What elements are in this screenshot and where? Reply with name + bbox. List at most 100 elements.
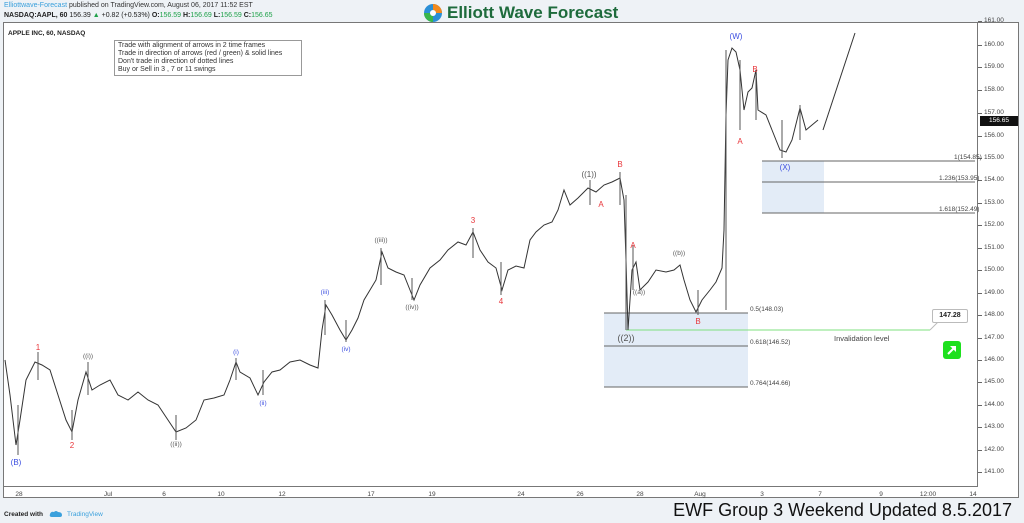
- time-tick: 3: [760, 491, 764, 498]
- time-tick: 24: [517, 491, 525, 498]
- chart-title: APPLE INC, 60, NASDAQ: [8, 30, 86, 37]
- symbol-label: NASDAQ:AAPL, 60: [4, 12, 68, 19]
- open-label: O:: [151, 12, 160, 19]
- chart-panel[interactable]: [3, 22, 1019, 498]
- wave-label: (B): [10, 458, 22, 467]
- time-tick: 7: [818, 491, 822, 498]
- price-tick: 155.00: [978, 154, 1004, 161]
- rule-3: Don't trade in direction of dotted lines: [118, 58, 234, 65]
- time-tick: 17: [367, 491, 375, 498]
- up-triangle-icon: ▲: [92, 12, 100, 19]
- publish-text: published on TradingView.com, August 06,…: [68, 2, 253, 9]
- wave-label: 4: [498, 297, 504, 306]
- time-tick: 28: [636, 491, 644, 498]
- time-tick: 28: [15, 491, 23, 498]
- fib-label-0764: 0.764(144.66): [750, 380, 791, 387]
- wave-label: ((1)): [581, 170, 597, 179]
- fib-label-05: 0.5(148.03): [750, 306, 784, 313]
- price-tick: 147.00: [978, 334, 1004, 341]
- tradingview-link[interactable]: TradingView: [67, 510, 103, 518]
- invalidation-label: Invalidation level: [834, 334, 890, 343]
- price-series: [4, 47, 819, 446]
- change-value: +0.82 (+0.53%): [101, 12, 150, 19]
- fib-label-1618: 1.618(152.49): [939, 206, 980, 213]
- wave-label: 3: [470, 216, 476, 225]
- wave-label: ((iii)): [374, 237, 388, 244]
- low-label: L:: [213, 12, 221, 19]
- wave-label: B: [617, 160, 623, 169]
- wave-label: ((iv)): [405, 304, 419, 311]
- close-label: C:: [243, 12, 252, 19]
- price-tick: 151.00: [978, 244, 1004, 251]
- price-tick: 158.00: [978, 86, 1004, 93]
- time-tick: Aug: [694, 491, 706, 498]
- wave-label: (iv): [341, 346, 351, 353]
- rule-2: Trade in direction of arrows (red / gree…: [118, 50, 283, 57]
- price-tick: 159.00: [978, 63, 1004, 70]
- time-tick: 19: [428, 491, 436, 498]
- high-label: H:: [183, 12, 191, 19]
- wave-label: (ii): [259, 400, 267, 407]
- projection-line: [822, 32, 856, 131]
- price-tick: 145.00: [978, 378, 1004, 385]
- fib-label-1236: 1.236(153.95): [939, 175, 980, 182]
- time-tick: 6: [162, 491, 166, 498]
- wave-label: 1: [35, 343, 41, 352]
- last-value: 156.39: [69, 12, 91, 19]
- price-tick: 157.00: [978, 109, 1004, 116]
- price-tick: 153.00: [978, 199, 1004, 206]
- wave-label: 2: [69, 441, 75, 450]
- wave-label: ((a)): [632, 289, 646, 296]
- buy-arrow-icon: [943, 341, 961, 359]
- price-tick: 141.00: [978, 468, 1004, 475]
- invalidation-price-callout: 147.28: [932, 309, 968, 323]
- rule-1: Trade with alignment of arrows in 2 time…: [118, 42, 266, 49]
- low-value: 156.59: [220, 12, 242, 19]
- update-title: EWF Group 3 Weekend Updated 8.5.2017: [673, 500, 1012, 520]
- time-tick: 12: [278, 491, 286, 498]
- price-tick: 144.00: [978, 401, 1004, 408]
- time-tick: 9: [879, 491, 883, 498]
- time-tick: 14: [969, 491, 977, 498]
- rule-4: Buy or Sell in 3 , 7 or 11 swings: [118, 66, 216, 73]
- created-with-label: Created with: [4, 510, 44, 518]
- price-tick: 156.00: [978, 132, 1004, 139]
- price-tick: 148.00: [978, 311, 1004, 318]
- fib-label-1: 1(154.85): [954, 154, 982, 161]
- time-tick: Jul: [103, 491, 113, 498]
- quote-line: NASDAQ:AAPL, 60 156.39 ▲ +0.82 (+0.53%) …: [4, 12, 273, 19]
- created-with: Created with TradingView: [4, 510, 103, 518]
- time-tick: 26: [576, 491, 584, 498]
- ohlc-bars: [17, 50, 801, 455]
- price-tick: 154.00: [978, 176, 1004, 183]
- author-link[interactable]: Elliottwave-Forecast: [4, 2, 68, 9]
- ewf-logo: Elliott Wave Forecast: [423, 2, 618, 24]
- wave-label: (iii): [320, 289, 330, 296]
- price-tick: 142.00: [978, 446, 1004, 453]
- price-tick: 146.00: [978, 356, 1004, 363]
- last-price-marker: 156.65: [980, 116, 1018, 126]
- wave-label: B: [752, 65, 758, 74]
- fib-label-0618: 0.618(146.52): [750, 339, 791, 346]
- price-tick: 161.00: [978, 17, 1004, 24]
- price-tick: 143.00: [978, 423, 1004, 430]
- trading-rules-box: Trade with alignment of arrows in 2 time…: [114, 40, 302, 76]
- price-tick: 160.00: [978, 41, 1004, 48]
- wave-label: B: [695, 317, 701, 326]
- wave-label: ((i)): [82, 353, 94, 360]
- wave-label: ((ii)): [170, 441, 182, 448]
- close-value: 156.65: [251, 12, 273, 19]
- wave-label: ((2)): [617, 333, 635, 343]
- price-tick: 152.00: [978, 221, 1004, 228]
- time-tick: 10: [217, 491, 225, 498]
- open-value: 156.59: [159, 12, 182, 19]
- logo-text: Elliott Wave Forecast: [447, 3, 619, 22]
- fib-box-upper: [762, 161, 824, 213]
- wave-label: (X): [779, 163, 791, 172]
- wave-label: A: [630, 241, 636, 250]
- publish-info: Elliottwave-Forecast published on Tradin…: [4, 2, 253, 9]
- wave-label: ((b)): [672, 250, 686, 257]
- wave-label: (i): [233, 349, 239, 356]
- time-tick: 12:00: [919, 491, 937, 498]
